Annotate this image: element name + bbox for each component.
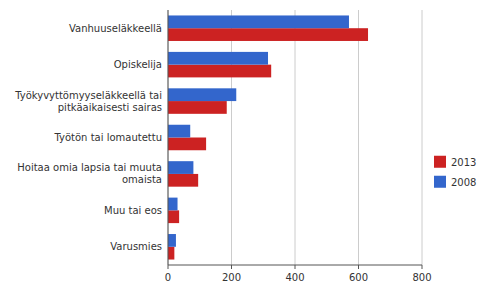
tick-label: 600	[349, 272, 368, 283]
grid-line	[295, 10, 296, 265]
category-label: Vanhuuseläkkeellä	[69, 23, 162, 34]
bar	[168, 234, 176, 247]
tick-mark	[422, 265, 423, 269]
legend: 2013 2008	[434, 156, 476, 188]
category-label: Varusmies	[110, 241, 162, 252]
bar	[168, 210, 179, 223]
bar	[168, 247, 174, 260]
bar	[168, 15, 349, 28]
bar	[168, 198, 178, 211]
y-axis-line	[168, 10, 169, 265]
legend-swatch	[434, 156, 446, 168]
x-axis-line	[168, 265, 422, 266]
grid-line	[168, 10, 169, 265]
chart: 0 200 400 600 800 Vanhuuseläkkeellä Opiskelija…	[0, 0, 494, 289]
y-axis: Vanhuuseläkkeellä Opiskelija Työkyvyttömyy…	[14, 23, 162, 253]
chart-container: 0 200 400 600 800 Vanhuuseläkkeellä Opiskelija…	[0, 0, 494, 289]
grid	[168, 10, 422, 265]
grid-line	[231, 10, 232, 265]
bar	[168, 125, 190, 138]
tick-label: 400	[285, 272, 304, 283]
legend-label: 2013	[451, 157, 476, 168]
bar	[168, 138, 206, 151]
category-label: Opiskelija	[114, 59, 162, 70]
x-axis: 0 200 400 600 800	[165, 265, 432, 283]
category-label: Työtön tai lomautettu	[53, 132, 162, 143]
legend-swatch	[434, 176, 446, 188]
tick-mark	[358, 265, 359, 269]
category-label: Työkyvyttömyyseläkkeellä taipitkäaikaise…	[14, 90, 162, 113]
legend-label: 2008	[451, 177, 476, 188]
bar	[168, 65, 271, 78]
bars	[168, 15, 368, 259]
category-label: Muu tai eos	[104, 205, 162, 216]
bar	[168, 174, 198, 187]
grid-line	[358, 10, 359, 265]
category-label: Hoitaa omia lapsia tai muutaomaista	[17, 162, 162, 185]
tick-mark	[295, 265, 296, 269]
tick-label: 0	[165, 272, 171, 283]
grid-line	[422, 10, 423, 265]
tick-mark	[231, 265, 232, 269]
tick-label: 200	[222, 272, 241, 283]
bar	[168, 101, 227, 114]
bar	[168, 28, 368, 41]
bar	[168, 161, 193, 174]
bar	[168, 88, 236, 101]
tick-mark	[168, 265, 169, 269]
tick-label: 800	[412, 272, 431, 283]
bar	[168, 52, 268, 65]
